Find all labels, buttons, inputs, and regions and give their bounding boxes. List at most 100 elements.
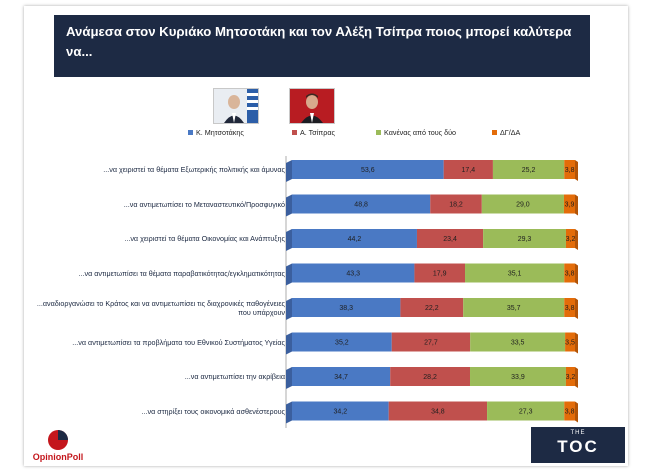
bar-cap-4 (575, 298, 578, 319)
bar-depth-0 (286, 160, 292, 182)
value-label-tsipras-3: 17,9 (433, 271, 447, 278)
bar-tsipras-3 (414, 263, 466, 283)
category-label-6: ...να αντιμετωπίσει την ακρίβεια (184, 372, 285, 381)
bar-tsipras-7 (388, 401, 488, 421)
value-label-mitsotakis-7: 34,2 (334, 409, 348, 416)
bar-none-5 (470, 332, 566, 352)
bar-none-0 (492, 160, 565, 179)
value-label-tsipras-7: 34,8 (431, 409, 445, 416)
bar-dk-6 (565, 367, 575, 386)
category-label-1: ...να αντιμετωπίσει το Μεταναστευτικό/Πρ… (123, 199, 285, 209)
bar-depth-3 (286, 263, 292, 286)
bar-mitsotakis-0 (292, 160, 444, 179)
legend-label-mitsotakis: Κ. Μητσοτάκης (196, 128, 244, 137)
value-label-mitsotakis-5: 35,2 (335, 340, 349, 347)
value-label-dk-3: 3,8 (565, 271, 575, 278)
value-label-dk-5: 3,5 (565, 340, 575, 347)
legend-swatch-dk (492, 129, 497, 135)
bar-tsipras-5 (391, 332, 471, 352)
value-label-none-6: 33,9 (511, 374, 525, 381)
bar-dk-1 (563, 194, 575, 214)
bar-none-2 (483, 229, 566, 248)
value-label-dk-4: 3,8 (565, 305, 575, 312)
value-label-none-3: 35,1 (508, 271, 522, 278)
value-label-mitsotakis-6: 34,7 (334, 374, 348, 381)
legend-label-dk: ΔΓ/ΔΑ (500, 128, 521, 137)
bar-dk-2 (565, 229, 575, 248)
category-label-3: ...να αντιμετωπίσει τα θέματα παραβατικό… (78, 268, 285, 278)
value-label-mitsotakis-2: 44,2 (348, 236, 362, 243)
bar-dk-4 (564, 298, 575, 317)
bar-mitsotakis-5 (292, 332, 392, 352)
bar-depth-5 (286, 332, 292, 355)
value-label-mitsotakis-3: 43,3 (346, 271, 360, 278)
bar-cap-6 (575, 367, 578, 388)
bar-tsipras-6 (390, 367, 471, 386)
bar-depth-4 (286, 298, 292, 320)
value-label-none-7: 27,3 (519, 409, 533, 416)
bar-depth-1 (286, 194, 292, 217)
bar-mitsotakis-1 (292, 194, 431, 214)
bar-mitsotakis-2 (292, 229, 417, 248)
bar-none-1 (481, 194, 564, 214)
bar-none-4 (463, 298, 565, 317)
bar-tsipras-2 (416, 229, 484, 248)
value-label-none-5: 33,5 (511, 340, 525, 347)
legend-label-none: Κανένας από τους δύο (384, 128, 457, 137)
category-label-2: ...να χειριστεί τα θέματα Οικονομίας και… (124, 234, 285, 243)
tsipras-photo (289, 88, 335, 124)
mitsotakis-photo (213, 88, 259, 124)
value-label-tsipras-6: 28,2 (423, 374, 437, 381)
bar-dk-3 (564, 263, 575, 283)
value-label-none-2: 29,3 (518, 236, 532, 243)
value-label-mitsotakis-0: 53,6 (361, 167, 375, 174)
bar-none-7 (487, 401, 565, 421)
value-label-none-0: 25,2 (522, 167, 536, 174)
bar-cap-5 (575, 332, 578, 354)
legend-label-tsipras: Α. Τσίπρας (300, 128, 335, 137)
bar-depth-6 (286, 367, 292, 389)
bar-tsipras-0 (443, 160, 493, 179)
legend-item-dk: ΔΓ/ΔΑ (492, 128, 520, 137)
bar-cap-2 (575, 229, 578, 250)
bar-dk-0 (564, 160, 575, 179)
bar-none-6 (470, 367, 566, 386)
value-label-dk-2: 3,2 (566, 236, 576, 243)
value-label-dk-0: 3,8 (565, 167, 575, 174)
bar-tsipras-1 (430, 194, 482, 214)
the-toc-logo: THE TOC (531, 427, 625, 463)
value-label-none-1: 29,0 (516, 202, 530, 209)
bar-cap-0 (575, 160, 578, 181)
bar-none-3 (465, 263, 565, 283)
value-label-none-4: 35,7 (507, 305, 521, 312)
value-label-tsipras-0: 17,4 (461, 167, 475, 174)
value-label-mitsotakis-4: 38,3 (339, 305, 353, 312)
category-label-7: ...να στηρίξει τους οικονομικά ασθενέστε… (141, 406, 285, 416)
value-label-tsipras-1: 18,2 (449, 202, 463, 209)
bar-depth-7 (286, 401, 292, 424)
category-label-5: ...να αντιμετωπίσει τα προβλήματα του Εθ… (72, 337, 285, 347)
value-label-dk-7: 3,8 (565, 409, 575, 416)
bar-dk-7 (564, 401, 575, 421)
value-label-tsipras-5: 27,7 (424, 340, 438, 347)
bar-dk-5 (565, 332, 575, 352)
value-label-tsipras-2: 23,4 (443, 236, 457, 243)
value-label-dk-1: 3,9 (565, 202, 575, 209)
legend-swatch-tsipras (292, 129, 297, 135)
chart-title: Ανάμεσα στον Κυριάκο Μητσοτάκη και τον Α… (54, 15, 590, 77)
bar-mitsotakis-6 (292, 367, 391, 386)
bar-mitsotakis-4 (292, 298, 401, 317)
legend-item-none: Κανένας από τους δύο (376, 128, 456, 137)
category-label-0: ...να χειριστεί τα θέματα Εξωτερικής πολ… (103, 165, 285, 174)
bar-mitsotakis-7 (292, 401, 389, 421)
legend-swatch-mitsotakis (188, 129, 193, 135)
bar-mitsotakis-3 (292, 263, 415, 283)
legend-swatch-none (376, 129, 381, 135)
opinion-poll-logo-text: OpinionPoll (32, 452, 84, 462)
value-label-tsipras-4: 22,2 (425, 305, 439, 312)
legend-item-tsipras: Α. Τσίπρας (292, 128, 335, 137)
category-label-4: ...αναδιοργανώσει το Κράτος και να αντιμ… (36, 298, 285, 317)
bar-tsipras-4 (400, 298, 464, 317)
value-label-mitsotakis-1: 48,8 (354, 202, 368, 209)
